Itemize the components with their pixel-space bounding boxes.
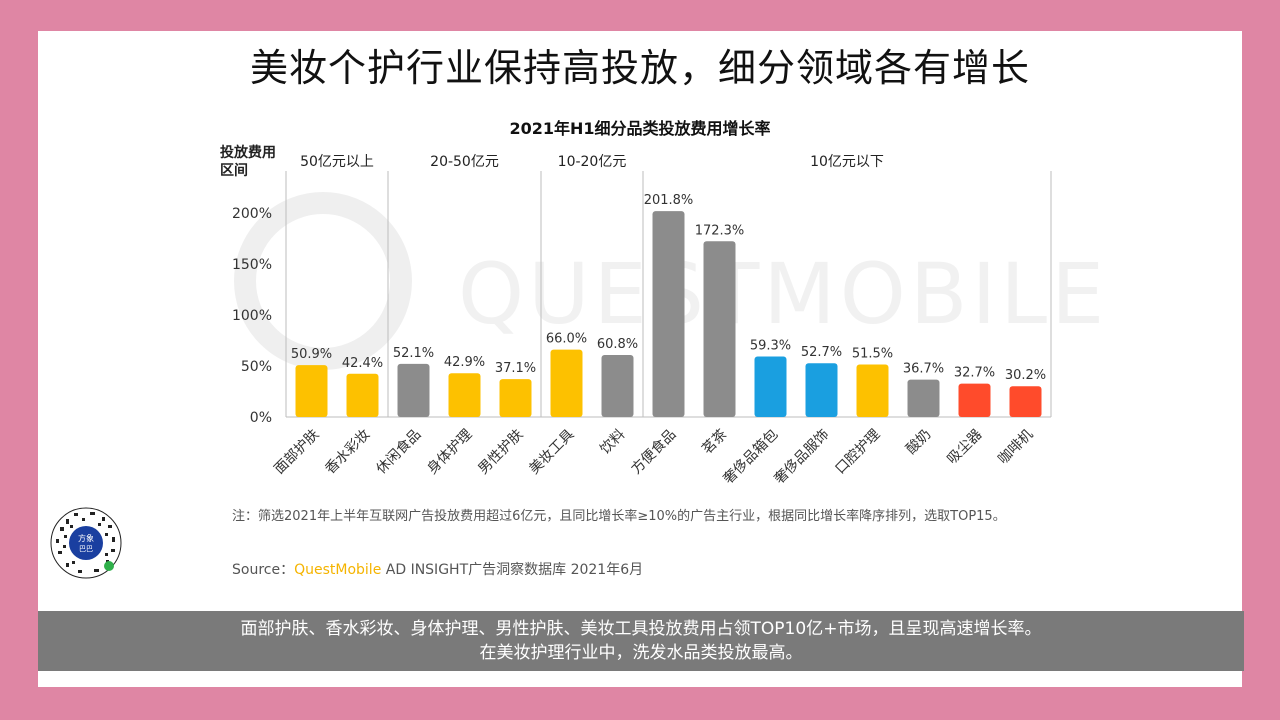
- bar: [1009, 386, 1042, 417]
- value-label: 52.7%: [801, 345, 842, 360]
- category-label: 美妆工具: [526, 427, 577, 478]
- qr-label-2: 巴巴: [79, 545, 93, 553]
- y-tick-label: 150%: [232, 257, 272, 273]
- bar: [958, 383, 991, 417]
- watermark-logo-icon: [234, 192, 412, 370]
- bar: [652, 211, 685, 417]
- bar: [907, 379, 940, 417]
- y-axis-label-line1: 投放费用: [220, 144, 276, 161]
- bar: [856, 364, 889, 417]
- bar: [499, 379, 532, 417]
- value-label: 50.9%: [291, 347, 332, 362]
- value-label: 36.7%: [903, 362, 944, 377]
- category-label: 奢侈品箱包: [721, 427, 782, 488]
- group-label: 50亿元以上: [300, 154, 374, 170]
- caption-line-1: 面部护肤、香水彩妆、身体护理、男性护肤、美妆工具投放费用占领TOP10亿+市场，…: [240, 619, 1042, 639]
- source-prefix: Source：: [232, 562, 295, 578]
- group-label: 20-50亿元: [430, 154, 499, 170]
- value-label: 42.4%: [342, 356, 383, 371]
- value-label: 30.2%: [1005, 368, 1046, 383]
- category-label: 饮料: [597, 427, 628, 458]
- y-tick-label: 50%: [241, 359, 272, 375]
- value-label: 51.5%: [852, 346, 893, 361]
- y-tick-label: 200%: [232, 206, 272, 222]
- group-label: 10亿元以下: [810, 154, 884, 170]
- chart-title: 2021年H1细分品类投放费用增长率: [509, 119, 771, 138]
- bar: [397, 363, 430, 417]
- chart-note: 注：筛选2021年上半年互联网广告投放费用超过6亿元，且同比增长率≥10%的广告…: [232, 509, 1006, 524]
- source-rest: AD INSIGHT广告洞察数据库 2021年6月: [381, 562, 644, 578]
- bar: [448, 373, 481, 417]
- source-brand: QuestMobile: [294, 562, 382, 578]
- watermark-text: QUESTMOBILE: [458, 245, 1108, 343]
- category-label: 面部护肤: [271, 427, 322, 478]
- category-label: 方便食品: [628, 426, 680, 478]
- category-label: 茗茶: [699, 427, 730, 458]
- bar: [346, 373, 379, 417]
- page-title: 美妆个护行业保持高投放，细分领域各有增长: [249, 46, 1030, 90]
- bar: [754, 356, 787, 417]
- category-label: 酸奶: [903, 427, 934, 458]
- slide: 美妆个护行业保持高投放，细分领域各有增长 2021年H1细分品类投放费用增长率 …: [38, 31, 1244, 687]
- y-tick-label: 0%: [250, 410, 272, 426]
- qr-code-icon[interactable]: 方象 巴巴: [50, 507, 122, 579]
- category-label: 香水彩妆: [322, 427, 373, 478]
- bar: [295, 365, 328, 417]
- caption-bar: 面部护肤、香水彩妆、身体护理、男性护肤、美妆工具投放费用占领TOP10亿+市场，…: [38, 611, 1244, 671]
- category-label: 口腔护理: [832, 427, 883, 478]
- value-label: 32.7%: [954, 366, 995, 381]
- bar: [601, 354, 634, 417]
- category-label: 身体护理: [424, 427, 475, 478]
- value-label: 52.1%: [393, 346, 434, 361]
- bar: [805, 363, 838, 417]
- category-label: 男性护肤: [475, 427, 526, 478]
- qr-label-1: 方象: [78, 533, 94, 543]
- category-label: 咖啡机: [995, 427, 1036, 468]
- group-label: 10-20亿元: [558, 154, 627, 170]
- category-label: 奢侈品服饰: [772, 427, 833, 488]
- value-label: 37.1%: [495, 361, 536, 376]
- value-label: 60.8%: [597, 337, 638, 352]
- category-label: 休闲食品: [373, 426, 425, 478]
- value-label: 59.3%: [750, 339, 791, 354]
- bar: [703, 241, 736, 417]
- bar: [550, 349, 583, 417]
- value-label: 172.3%: [695, 223, 745, 238]
- y-tick-label: 100%: [232, 308, 272, 324]
- y-axis-label-line2: 区间: [220, 162, 248, 179]
- source-line: Source：QuestMobile AD INSIGHT广告洞察数据库 202…: [232, 559, 643, 579]
- caption-line-2: 在美妆护理行业中，洗发水品类投放最高。: [479, 643, 803, 663]
- category-label: 吸尘器: [944, 427, 985, 468]
- value-label: 201.8%: [644, 193, 694, 208]
- value-label: 42.9%: [444, 355, 485, 370]
- value-label: 66.0%: [546, 332, 587, 347]
